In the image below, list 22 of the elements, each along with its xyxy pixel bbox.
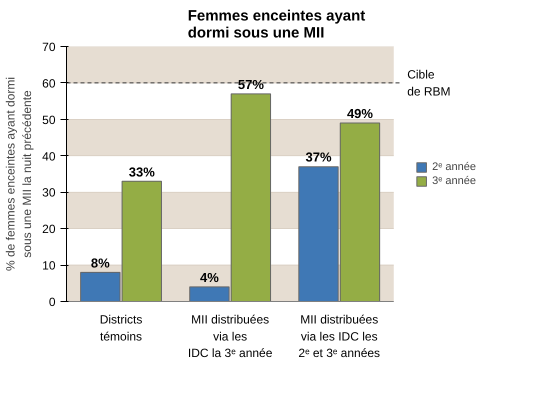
y-tick-label: 20 [42, 222, 56, 236]
data-label: 37% [305, 150, 332, 165]
legend-label: 2ᵉ année [432, 160, 476, 172]
x-tick-label: Districts témoins [100, 312, 142, 344]
ref-line-label: Cible de RBM [407, 68, 451, 98]
data-label: 4% [200, 270, 220, 285]
y-tick-label: 40 [42, 149, 56, 164]
x-tick-label: MII distribuées via les IDC la 3ᵉ année [188, 312, 273, 360]
chart-title: Femmes enceintes ayant dormi sous une MII [188, 8, 366, 42]
y-tick-label: 30 [42, 186, 56, 200]
data-label: 49% [346, 106, 374, 121]
data-label: 33% [128, 164, 156, 180]
y-tick-label: 60 [42, 76, 56, 90]
y-tick-label: 0 [48, 295, 56, 309]
y-tick-label: 50 [42, 112, 56, 127]
data-label: 8% [90, 255, 110, 270]
legend-label: 3ᵉ année [432, 174, 476, 186]
x-tick-label: MII distribuées via les IDC les 2ᵉ et 3ᵉ années [298, 312, 380, 360]
data-label: 57% [238, 76, 264, 92]
y-axis-title: % de femmes enceintes ayant dormi sous une MII la nuit précédente [3, 76, 34, 272]
y-tick-label: 70 [42, 40, 56, 54]
y-tick-label: 10 [42, 258, 56, 273]
